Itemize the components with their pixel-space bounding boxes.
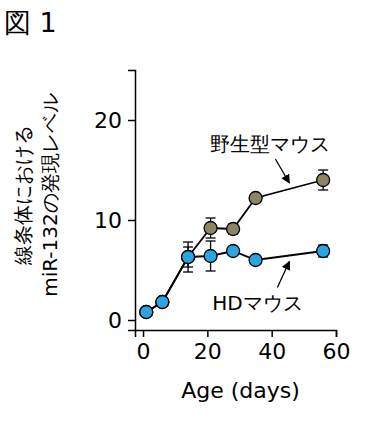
y-tick: 10 — [94, 208, 135, 233]
series-label: 野生型マウス — [210, 132, 330, 156]
x-axis-line — [136, 331, 337, 338]
marker — [156, 296, 169, 309]
x-tick: 20 — [194, 330, 222, 364]
error-bar-cap — [206, 270, 216, 271]
marker — [227, 223, 240, 236]
marker — [204, 222, 217, 235]
x-tick: 60 — [323, 330, 351, 364]
x-tick: 0 — [137, 330, 151, 364]
title: 図 1 — [4, 7, 57, 38]
marker — [249, 192, 262, 205]
marker — [249, 254, 262, 267]
data-area — [140, 170, 330, 319]
plot: 0 20 40 60 0 10 20 野生型マウス HDマウス — [94, 71, 351, 364]
y-axis-label: 線条体における — [11, 125, 35, 266]
x-tick-label: 40 — [258, 339, 286, 364]
y-tick-label: 20 — [94, 108, 122, 133]
error-bar-cap — [183, 271, 193, 272]
y-tick: 20 — [94, 108, 135, 133]
y-tick: 0 — [108, 308, 135, 333]
y-axis-line — [128, 71, 136, 331]
x-tick-mark — [207, 330, 209, 337]
marker — [156, 296, 169, 309]
marker — [182, 251, 195, 264]
x-tick-label: 0 — [137, 339, 151, 364]
x-axis: 0 20 40 60 — [136, 330, 351, 364]
marker — [317, 245, 330, 258]
error-bar-cap — [318, 169, 328, 170]
x-tick-mark — [336, 330, 338, 337]
error-bar-cap — [206, 217, 216, 218]
y-tick-label: 0 — [108, 308, 122, 333]
label-arrow — [277, 262, 289, 288]
marker — [140, 306, 153, 319]
series-label: HDマウス — [212, 291, 302, 315]
series-labels: 野生型マウス HDマウス — [210, 132, 330, 315]
x-tick-mark — [271, 330, 273, 337]
marker — [317, 174, 330, 187]
error-bar-cap — [318, 189, 328, 190]
error-bar-cap — [206, 237, 216, 238]
y-axis: 0 10 20 — [94, 71, 136, 333]
y-tick-mark — [128, 220, 135, 222]
marker — [182, 251, 195, 264]
marker — [204, 250, 217, 263]
x-tick-mark — [143, 330, 145, 337]
y-tick-label: 10 — [94, 208, 122, 233]
error-bar-cap — [206, 240, 216, 241]
y-tick-mark — [128, 120, 135, 122]
x-tick: 40 — [258, 330, 286, 364]
x-tick-label: 20 — [194, 339, 222, 364]
y-tick-mark — [128, 320, 135, 322]
label-arrow — [275, 159, 289, 183]
chart: 0 20 40 60 0 10 20 野生型マウス HDマウス 図 1 線条体におけるmiR-132… — [0, 0, 392, 421]
y-axis-label: miR-132の発現レベル — [38, 93, 62, 297]
error-bar-cap — [183, 246, 193, 247]
x-tick-label: 60 — [323, 339, 351, 364]
error-bar-cap — [183, 266, 193, 267]
x-axis-label: Age (days) — [181, 378, 300, 403]
marker — [140, 306, 153, 319]
error-bar-cap — [183, 241, 193, 242]
marker — [227, 245, 240, 258]
